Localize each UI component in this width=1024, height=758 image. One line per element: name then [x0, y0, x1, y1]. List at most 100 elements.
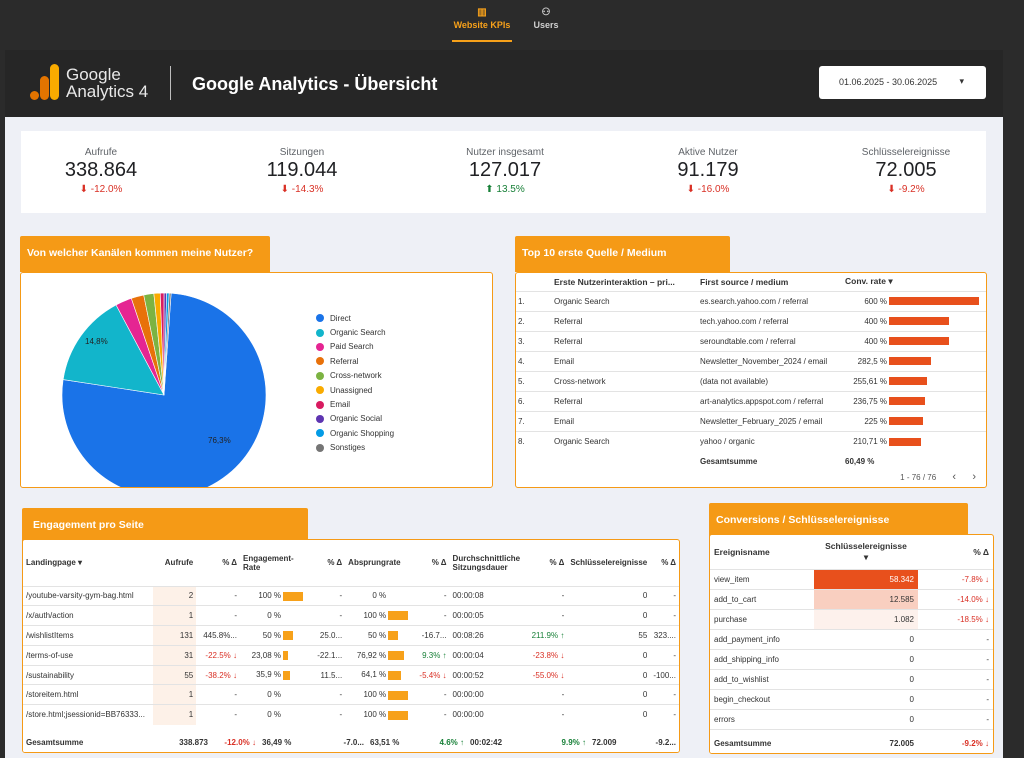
col-header[interactable]: % Δ [222, 558, 237, 568]
pie-slice-direct[interactable] [61, 292, 267, 488]
source-cell: art-analytics.appspot.com / referral [698, 390, 843, 411]
delta-cell: 211.9% ↑ [523, 625, 568, 646]
legend-item[interactable]: Cross-network [316, 369, 394, 383]
event-change-cell: -7.8% ↓ [918, 568, 993, 589]
report-header: Google Analytics 4 Google Analytics - Üb… [5, 50, 1003, 117]
col-header[interactable]: % Δ [973, 546, 989, 557]
table-row[interactable]: 4. Email Newsletter_November_2024 / email 2… [516, 350, 986, 371]
row-number: 8. [516, 430, 552, 451]
pagination-label: 1 - 76 / 76 [900, 473, 937, 482]
table-row[interactable]: 1. Organic Search es.search.yahoo.com / re… [516, 290, 986, 311]
table-row[interactable]: /terms-of-use 31 -22.5% ↓ 23,08 % -22.1... 76… [23, 644, 679, 666]
table-row[interactable]: /x/auth/action 1-0 % -100 % -00:00:05-0- [23, 605, 679, 626]
channel-cell: Organic Search [552, 430, 698, 451]
table-row[interactable]: /wishlistItems 131 445.8%... 50 % 25.0... 50 … [23, 625, 679, 646]
table-row[interactable]: begin_checkout 0- [710, 688, 993, 709]
col-header-conv-rate[interactable]: Conv. rate ▾ [843, 273, 986, 291]
delta-cell: - [523, 605, 568, 626]
kpi-value: 338.864 [64, 159, 138, 181]
tab-users[interactable]: ⚇ Users [528, 6, 564, 38]
kpi-label: Sitzungen [279, 147, 325, 158]
event-count-cell: 0 [814, 648, 918, 669]
prev-page-icon[interactable]: ‹ [952, 471, 957, 483]
conv-rate-cell: 600 % [843, 290, 986, 311]
col-header-landingpage[interactable]: Landingpage ▾ [23, 540, 153, 586]
legend-item[interactable]: Referral [316, 354, 394, 368]
col-header[interactable]: Schlüsselereignisse [570, 558, 648, 568]
kpi-change-value: -9.2% [898, 184, 925, 195]
event-change-cell: - [918, 688, 993, 709]
legend-item[interactable]: Email [316, 397, 394, 411]
col-header[interactable]: Engagement-Rate [243, 553, 294, 572]
legend-item[interactable]: Sonstiges [316, 441, 394, 455]
col-header[interactable]: % Δ [327, 558, 343, 568]
table-row[interactable]: 2. Referral tech.yahoo.com / referral 400 % [516, 310, 986, 331]
table-row[interactable]: 8. Organic Search yahoo / organic 210,71 % [516, 430, 986, 451]
legend-item[interactable]: Unassigned [316, 383, 394, 397]
google-analytics-logo [30, 64, 59, 100]
table-row[interactable]: add_shipping_info 0- [710, 648, 993, 669]
table-row[interactable]: /youtube-varsity-gym-bag.html 2-100 % -0 %… [23, 585, 679, 606]
table-row[interactable]: /store.html;jsessionid=BB76333... 1-0 % -1… [23, 704, 679, 725]
conv-rate-bar [889, 437, 921, 446]
cell-value: 0 % [267, 690, 281, 700]
tab-website-kpis[interactable]: ▥ Website KPIs [452, 6, 512, 42]
legend-item[interactable]: Organic Shopping [316, 426, 394, 440]
col-header[interactable]: Erste Nutzerinteraktion – pri... [554, 276, 675, 287]
col-header[interactable]: % Δ [549, 558, 565, 568]
conv-rate-value: 600 % [864, 296, 887, 306]
delta-cell: - [650, 585, 679, 606]
events-card: Ereignisname Schlüsselereignisse ▾ % Δ vi… [709, 534, 994, 754]
channel-pie-chart: 76,3% 14,8% [61, 292, 267, 488]
table-row[interactable]: /storeitem.html 1-0 % -100 % -00:00:00-0- [23, 684, 679, 705]
legend-item[interactable]: Paid Search [316, 340, 394, 354]
col-header[interactable]: First source / medium [700, 276, 789, 287]
kpi-label: Nutzer insgesamt [466, 147, 544, 158]
events-total-table: Gesamtsumme 72.005 -9.2% ↓ [710, 733, 993, 753]
table-row[interactable]: add_payment_info 0- [710, 628, 993, 649]
total-row: Gesamtsumme 72.005 -9.2% ↓ [710, 733, 993, 753]
col-header[interactable]: % Δ [661, 558, 676, 568]
table-row[interactable]: errors 0- [710, 708, 993, 729]
legend-item[interactable]: Direct [316, 311, 394, 325]
up-arrow-icon: ⬆ [485, 184, 494, 195]
legend-item[interactable]: Organic Social [316, 412, 394, 426]
legend-item[interactable]: Organic Search [316, 325, 394, 339]
table-row[interactable]: 7. Email Newsletter_February_2025 / email 2… [516, 410, 986, 431]
cell-bar [283, 650, 288, 660]
col-header[interactable]: Absprungrate [348, 558, 401, 568]
cell-bar [283, 591, 303, 601]
table-row[interactable]: view_item 58.342 -7.8% ↓ [710, 568, 993, 589]
col-header[interactable]: Ereignisname [714, 546, 770, 557]
col-header[interactable]: % Δ [431, 558, 447, 568]
conv-rate-value: 236,75 % [853, 396, 887, 406]
table-row[interactable]: purchase 1.082 -18.5% ↓ [710, 608, 993, 629]
legend-label: Referral [330, 356, 359, 366]
kpi-value: 119.044 [266, 159, 338, 181]
delta-cell: -5.4% ↓ [411, 664, 450, 685]
duration-cell: 00:08:26 [449, 625, 524, 646]
table-row[interactable]: 5. Cross-network (data not available) 255,6… [516, 370, 986, 391]
delta-cell: - [523, 585, 568, 606]
table-row[interactable]: add_to_wishlist 0- [710, 668, 993, 689]
duration-cell: 00:00:00 [449, 684, 524, 705]
table-row[interactable]: 6. Referral art-analytics.appspot.com / re… [516, 390, 986, 411]
key-events-cell: 0 [567, 605, 651, 626]
next-page-icon[interactable]: › [972, 471, 976, 483]
event-count-cell: 0 [814, 668, 918, 689]
table-row[interactable]: add_to_cart 12.585 -14.0% ↓ [710, 588, 993, 609]
col-header[interactable]: Durchschnittliche Sitzungsdauer [452, 553, 521, 572]
sort-desc-icon: ▾ [863, 551, 869, 562]
col-header[interactable]: Aufrufe [164, 558, 194, 568]
delta-cell: - [306, 684, 346, 705]
chart-icon: ▥ [477, 7, 487, 18]
key-events-cell: 55 [567, 625, 651, 646]
table-row[interactable]: /sustainability 55 -38.2% ↓ 35,9 % 11.5... 64… [23, 664, 679, 685]
col-header-key-events[interactable]: Schlüsselereignisse ▾ [814, 535, 918, 569]
pie-slice-organic-search[interactable] [62, 304, 165, 396]
pie-slice-sonstiges[interactable] [163, 292, 172, 396]
table-row[interactable]: 3. Referral seroundtable.com / referral 400… [516, 330, 986, 351]
date-range-picker[interactable]: 01.06.2025 - 30.06.2025 ▾ [819, 66, 986, 99]
cell-value: 100 % [363, 690, 387, 700]
event-count-cell: 1.082 [814, 608, 918, 629]
